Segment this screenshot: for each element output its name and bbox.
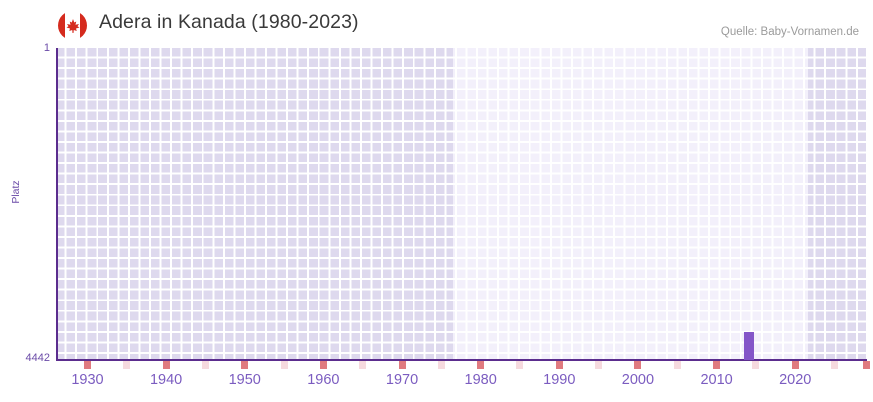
axis-marker-major [862, 361, 870, 369]
chart-header: Adera in Kanada (1980-2023) Quelle: Baby… [0, 0, 873, 46]
page-title: Adera in Kanada (1980-2023) [99, 11, 359, 33]
x-axis-tick-1930: 1930 [71, 372, 104, 388]
axis-marker-major [791, 361, 799, 369]
axis-marker-minor [595, 361, 603, 369]
axis-marker-minor [831, 361, 839, 369]
flag-band-right [79, 11, 87, 40]
flag-band-left [58, 11, 66, 40]
axis-marker-minor [516, 361, 524, 369]
axis-marker-minor [437, 361, 445, 369]
x-axis-line [56, 359, 867, 361]
axis-tick-markers [56, 361, 870, 369]
x-axis-tick-1970: 1970 [385, 372, 419, 388]
axis-marker-minor [280, 361, 288, 369]
y-axis-label: Platz [10, 180, 22, 204]
axis-marker-minor [673, 361, 681, 369]
bar-series [56, 48, 866, 360]
axis-marker-major [555, 361, 563, 369]
bar[interactable] [744, 332, 754, 360]
x-axis-tick-1990: 1990 [543, 372, 576, 388]
x-axis-tick-1960: 1960 [307, 372, 340, 388]
axis-marker-minor [123, 361, 131, 369]
maple-leaf-icon [66, 18, 79, 33]
axis-marker-major [241, 361, 249, 369]
x-axis-tick-labels: 1930 1940 1950 1960 1970 1980 1990 2000 2010 2020 [56, 372, 866, 394]
y-axis-tick-bottom: 4442 [25, 352, 50, 364]
axis-marker-minor [359, 361, 367, 369]
axis-marker-major [398, 361, 406, 369]
axis-marker-major [83, 361, 91, 369]
x-axis-tick-1950: 1950 [228, 372, 261, 388]
plot-area [56, 48, 866, 360]
y-axis-tick-top: 1 [43, 42, 50, 54]
canada-flag-icon [58, 11, 87, 40]
x-axis-tick-1980: 1980 [464, 372, 497, 388]
axis-marker-major [319, 361, 327, 369]
x-axis-tick-2000: 2000 [621, 372, 655, 388]
axis-marker-major [162, 361, 170, 369]
y-axis-line [56, 48, 58, 361]
axis-marker-minor [752, 361, 760, 369]
axis-marker-major [477, 361, 485, 369]
x-axis-tick-2020: 2020 [779, 372, 812, 388]
axis-marker-major [713, 361, 721, 369]
x-axis-tick-2010: 2010 [700, 372, 733, 388]
axis-marker-major [634, 361, 642, 369]
source-attribution: Quelle: Baby-Vornamen.de [720, 26, 859, 38]
x-axis-tick-1940: 1940 [149, 372, 183, 388]
axis-marker-minor [201, 361, 209, 369]
plot-gridlines [56, 48, 866, 360]
